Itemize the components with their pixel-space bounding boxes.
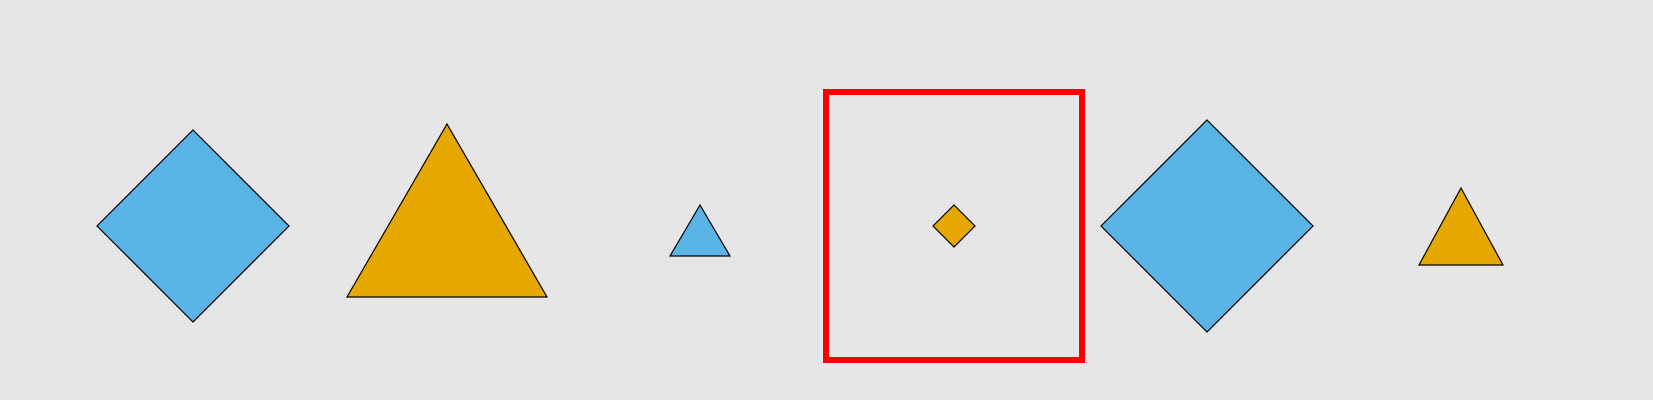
shape-2-orange-triangle <box>345 122 549 298</box>
shape-4-orange-diamond <box>932 204 976 248</box>
highlight-frame <box>823 89 1085 363</box>
shape-6-orange-triangle <box>1417 186 1505 266</box>
shape-3-blue-triangle <box>668 203 732 257</box>
shape-1-blue-diamond <box>96 129 290 323</box>
shape-5-blue-diamond <box>1100 119 1314 333</box>
